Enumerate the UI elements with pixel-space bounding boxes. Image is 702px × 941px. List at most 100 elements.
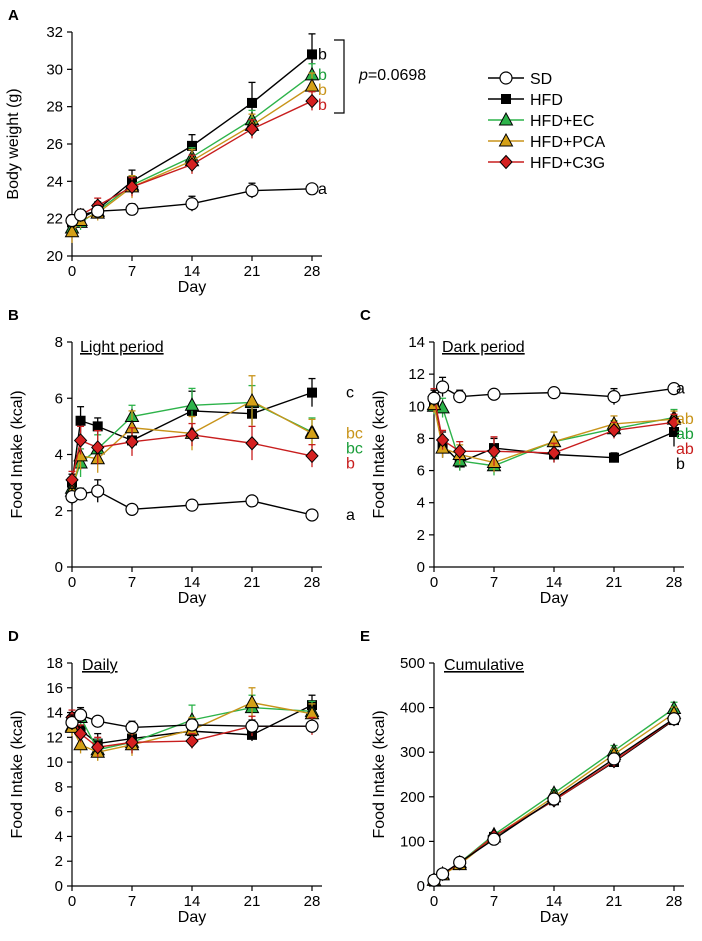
x-tick-label: 28 xyxy=(304,263,321,280)
significance-letter: b xyxy=(346,455,355,472)
data-point xyxy=(91,484,105,498)
y-tick-label: 24 xyxy=(46,173,63,190)
y-tick-label: 4 xyxy=(55,828,63,845)
data-point xyxy=(91,440,105,455)
legend-entry: HFD+PCA xyxy=(530,134,605,151)
data-point xyxy=(125,720,139,735)
y-tick-label: 500 xyxy=(400,655,425,672)
data-point xyxy=(185,733,199,749)
data-point xyxy=(91,714,105,728)
data-point xyxy=(65,472,79,488)
x-tick-label: 28 xyxy=(304,574,321,591)
y-tick-label: 400 xyxy=(400,700,425,717)
x-tick-label: 21 xyxy=(606,893,623,910)
panel-title: Daily xyxy=(82,657,118,674)
x-tick-label: 7 xyxy=(128,574,136,591)
x-tick-label: 0 xyxy=(68,263,76,280)
y-tick-label: 30 xyxy=(46,61,63,78)
significance-letter: b xyxy=(318,46,327,63)
y-tick-label: 8 xyxy=(55,334,63,351)
legend-entry: HFD xyxy=(530,92,563,109)
p-value-text: =0.0698 xyxy=(368,67,426,84)
y-tick-label: 4 xyxy=(55,447,63,464)
chart-panel-b: B 0 2 4 6 8 0 7 14 21 28 Day Food Intake (kcal) Light… xyxy=(8,307,363,607)
data-point xyxy=(245,121,259,137)
x-tick-label: 0 xyxy=(430,893,438,910)
y-tick-label: 18 xyxy=(46,655,63,672)
data-point xyxy=(435,867,450,881)
y-tick-label: 4 xyxy=(417,495,425,512)
data-point xyxy=(185,157,199,172)
data-point xyxy=(91,204,105,218)
x-tick-label: 21 xyxy=(606,574,623,591)
series-hfd-c3g xyxy=(427,387,681,466)
data-point xyxy=(184,397,200,411)
panel-title: Dark period xyxy=(442,339,525,356)
panel-label: E xyxy=(360,628,370,645)
panel-label: A xyxy=(8,7,19,24)
significance-letter: b xyxy=(318,67,327,84)
x-tick-label: 28 xyxy=(304,893,321,910)
legend-marker xyxy=(499,154,513,170)
data-point xyxy=(185,197,199,211)
data-point xyxy=(73,726,88,741)
chart-panel-c: C 0 2 4 6 8 10 12 14 0 7 14 21 28 Day Food Intake (kcal… xyxy=(360,307,694,607)
x-tick-label: 14 xyxy=(546,574,563,591)
y-tick-label: 20 xyxy=(46,248,63,265)
significance-letter: bc xyxy=(346,425,363,442)
y-tick-label: 8 xyxy=(417,430,425,447)
data-point xyxy=(547,792,561,806)
data-point xyxy=(305,93,319,109)
y-tick-label: 16 xyxy=(46,680,63,697)
data-point xyxy=(453,390,467,404)
data-point xyxy=(185,427,199,443)
series-sd xyxy=(65,182,319,228)
data-point xyxy=(667,382,681,396)
series-sd xyxy=(427,376,681,407)
data-point xyxy=(73,487,88,501)
data-point xyxy=(245,436,259,451)
y-tick-label: 0 xyxy=(417,559,425,576)
y-tick-label: 6 xyxy=(55,804,63,821)
y-axis-label: Food Intake (kcal) xyxy=(9,710,26,838)
significance-letter: a xyxy=(676,381,685,398)
data-point xyxy=(305,448,319,464)
x-tick-label: 14 xyxy=(184,263,201,280)
x-axis-label: Day xyxy=(178,279,206,296)
significance-letter: ab xyxy=(676,411,694,428)
y-tick-label: 6 xyxy=(55,390,63,407)
data-point xyxy=(667,415,681,430)
data-point xyxy=(453,855,467,869)
series-sd xyxy=(427,712,681,887)
data-point xyxy=(305,719,319,733)
x-tick-label: 28 xyxy=(666,893,683,910)
data-point xyxy=(125,202,139,216)
x-tick-label: 14 xyxy=(546,893,563,910)
x-tick-label: 21 xyxy=(244,574,261,591)
x-tick-label: 7 xyxy=(128,263,136,280)
data-point xyxy=(487,444,501,459)
panel-label: D xyxy=(8,628,19,645)
x-tick-label: 14 xyxy=(184,574,201,591)
y-tick-label: 12 xyxy=(46,729,63,746)
y-axis-label: Food Intake (kcal) xyxy=(9,390,26,518)
data-point xyxy=(125,735,139,750)
significance-letter: c xyxy=(346,385,354,402)
legend-entry: SD xyxy=(530,71,552,88)
y-tick-label: 100 xyxy=(400,833,425,850)
legend-entry: HFD+C3G xyxy=(530,155,605,172)
y-tick-label: 300 xyxy=(400,744,425,761)
panel-title: Light period xyxy=(80,339,164,356)
data-point xyxy=(607,423,621,438)
chart-panel-a: A 20 22 24 26 28 30 32 0 7 14 21 28 Day Body weight (g… xyxy=(5,7,426,296)
data-point xyxy=(73,208,88,222)
data-point xyxy=(547,445,561,461)
x-axis-label: Day xyxy=(178,909,206,926)
data-point xyxy=(91,740,105,755)
panel-label: B xyxy=(8,307,19,324)
data-point xyxy=(73,433,88,448)
data-point xyxy=(125,179,139,195)
p-value-label: p=0.0698 xyxy=(358,67,426,84)
series-sd xyxy=(65,479,319,522)
x-tick-label: 14 xyxy=(184,893,201,910)
